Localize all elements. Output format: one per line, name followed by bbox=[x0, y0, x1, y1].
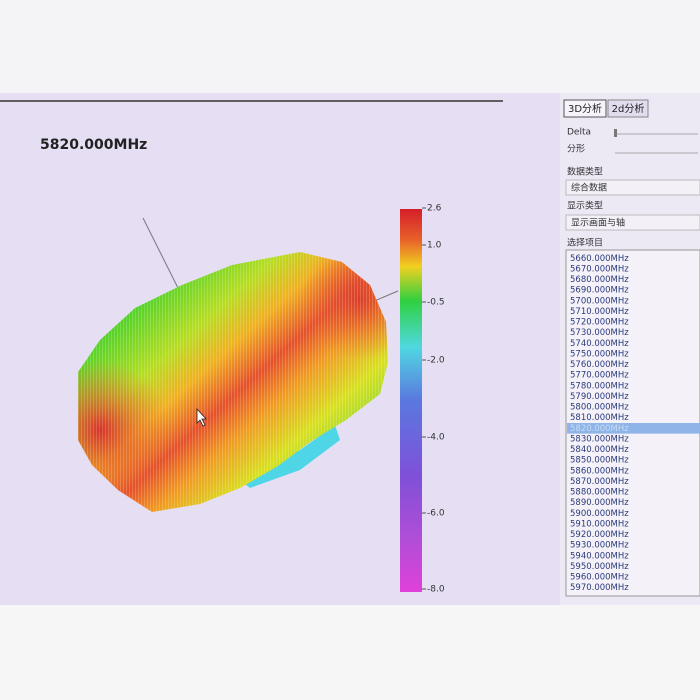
bezel bbox=[0, 605, 700, 700]
list-item[interactable]: 5750.000MHz bbox=[570, 349, 629, 359]
list-item[interactable]: 5960.000MHz bbox=[570, 573, 629, 583]
axis-line bbox=[142, 217, 183, 297]
colorbar-tick-label: 2.6 bbox=[427, 204, 442, 214]
list-item[interactable]: 5720.000MHz bbox=[570, 318, 629, 328]
list-item[interactable]: 5950.000MHz bbox=[570, 562, 629, 572]
list-item[interactable]: 5790.000MHz bbox=[570, 392, 629, 402]
list-item[interactable]: 5870.000MHz bbox=[570, 477, 629, 487]
surface-mesh bbox=[78, 252, 388, 512]
colorbar bbox=[400, 209, 422, 592]
list-item[interactable]: 5910.000MHz bbox=[570, 519, 629, 529]
dropdown-value: 显示画面与轴 bbox=[571, 217, 625, 229]
tab[interactable] bbox=[607, 99, 649, 118]
list-item[interactable]: 5800.000MHz bbox=[570, 403, 629, 413]
dropdown-value: 综合数据 bbox=[571, 182, 607, 194]
list-item[interactable]: 5930.000MHz bbox=[570, 541, 629, 551]
tab-label: 3D分析 bbox=[568, 102, 602, 115]
list-item[interactable]: 5890.000MHz bbox=[570, 498, 629, 508]
label: 数据类型 bbox=[567, 166, 603, 178]
label: Delta bbox=[567, 128, 591, 138]
colorbar-tick-label: 1.0 bbox=[427, 241, 442, 251]
label: 选择项目 bbox=[567, 237, 603, 249]
list: 5660.000MHz5670.000MHz5680.000MHz5690.00… bbox=[567, 254, 700, 593]
list-item[interactable]: 5760.000MHz bbox=[570, 360, 629, 370]
list-item[interactable]: 5780.000MHz bbox=[570, 381, 629, 391]
list-item-highlight bbox=[567, 423, 700, 434]
list-item[interactable]: 5880.000MHz bbox=[570, 488, 629, 498]
tab[interactable] bbox=[563, 99, 607, 118]
list-item[interactable]: 5730.000MHz bbox=[570, 328, 629, 338]
list-item[interactable]: 5900.000MHz bbox=[570, 509, 629, 519]
colorbar-tick-label: -0.5 bbox=[427, 298, 445, 308]
pattern-3d bbox=[78, 252, 388, 512]
colorbar-tick-label: -4.0 bbox=[427, 433, 445, 443]
list-item[interactable]: 5670.000MHz bbox=[570, 264, 629, 274]
list-item[interactable]: 5810.000MHz bbox=[570, 413, 629, 423]
list-item[interactable]: 5840.000MHz bbox=[570, 445, 629, 455]
list-item[interactable]: 5710.000MHz bbox=[570, 307, 629, 317]
label: 显示类型 bbox=[567, 200, 603, 212]
list-item[interactable]: 5690.000MHz bbox=[570, 286, 629, 296]
label: 分形 bbox=[567, 143, 585, 155]
list-item[interactable]: 5700.000MHz bbox=[570, 296, 629, 306]
colorbar-tick-label: -2.0 bbox=[427, 356, 445, 366]
list-item[interactable]: 5920.000MHz bbox=[570, 530, 629, 540]
list-item[interactable]: 5770.000MHz bbox=[570, 371, 629, 381]
colorbar-ticks: 2.6 1.0 -0.5 -2.0 -4.0 -6.0 -8.0 bbox=[422, 204, 445, 595]
list-item[interactable]: 5830.000MHz bbox=[570, 434, 629, 444]
list-item[interactable]: 5940.000MHz bbox=[570, 551, 629, 561]
colorbar-tick-label: -8.0 bbox=[427, 585, 445, 595]
cursor bbox=[196, 407, 207, 427]
list-item[interactable]: 5970.000MHz bbox=[570, 583, 629, 593]
list-item[interactable]: 5820.000MHz bbox=[570, 424, 629, 434]
dropdown[interactable] bbox=[565, 179, 700, 196]
list-item[interactable]: 5680.000MHz bbox=[570, 275, 629, 285]
slider-thumb[interactable] bbox=[614, 129, 617, 137]
tab-label: 2d分析 bbox=[612, 102, 645, 115]
list-item[interactable]: 5740.000MHz bbox=[570, 339, 629, 349]
dropdown[interactable] bbox=[565, 214, 700, 231]
list-item[interactable]: 5850.000MHz bbox=[570, 456, 629, 466]
colorbar-tick-label: -6.0 bbox=[427, 509, 445, 519]
side-panel: 3D分析 2d分析 Delta 分形 数据类型 综合数据 显示类型 显示画面与轴… bbox=[560, 93, 700, 605]
list-item[interactable]: 5660.000MHz bbox=[570, 254, 629, 264]
list-item[interactable]: 5860.000MHz bbox=[570, 466, 629, 476]
frequency-label: 5820.000MHz bbox=[40, 137, 147, 153]
